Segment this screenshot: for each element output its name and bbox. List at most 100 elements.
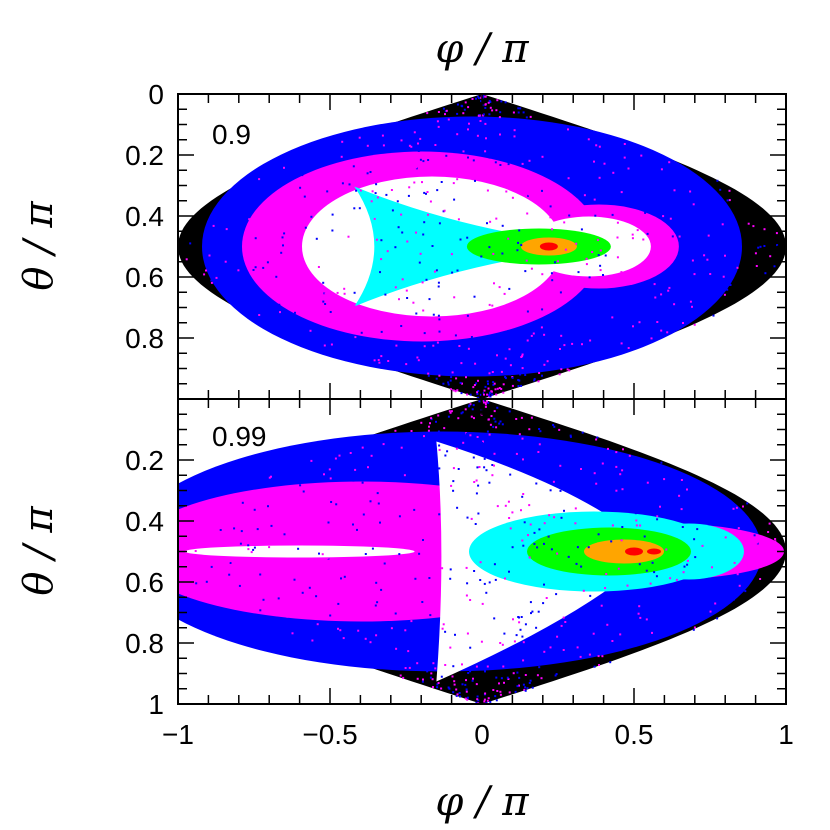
speckle [628,614,631,617]
speckle [620,191,623,194]
speckle [489,395,492,398]
speckle [431,245,434,247]
speckle [596,238,599,241]
speckle [524,689,527,692]
speckle [437,285,440,288]
speckle [412,542,415,545]
speckle [558,373,561,376]
speckle [562,649,565,651]
speckle [752,225,755,228]
speckle [383,562,386,565]
speckle [254,237,257,240]
speckle [504,101,507,104]
speckle [511,376,514,379]
speckle [509,527,512,530]
speckle [536,674,539,677]
speckle [425,278,428,281]
speckle [489,392,492,395]
speckle [467,442,470,445]
speckle [304,510,307,512]
speckle [277,597,280,600]
speckle [513,640,516,643]
speckle [499,693,502,696]
speckle [313,287,316,290]
speckle [599,249,602,252]
speckle [639,616,642,619]
speckle [529,601,532,604]
speckle [533,531,536,534]
speckle [706,258,709,261]
speckle [448,140,451,143]
speckle [486,400,488,403]
speckle [521,162,524,165]
panel-bottom: 0.20.40.60.81−1 −0.5 0 0.5 1 0.99 θ / π [16,398,794,750]
speckle [450,169,453,171]
speckle [538,528,541,531]
speckle [337,450,340,452]
speckle [732,598,735,601]
speckle [543,522,546,525]
speckle [603,348,606,350]
speckle [560,469,563,472]
speckle [432,344,435,347]
speckle [324,559,327,562]
speckle [293,578,296,581]
speckle [438,330,441,333]
speckle [639,524,642,527]
speckle [407,650,410,653]
speckle [478,400,481,403]
speckle [472,404,475,407]
speckle [485,165,488,168]
speckle [474,362,477,365]
speckle [500,370,503,373]
speckle [503,681,505,684]
speckle [299,484,302,487]
speckle [448,410,451,413]
speckle [408,666,411,669]
speckle [375,183,378,186]
speckle [723,293,726,296]
speckle [259,609,262,612]
speckle [461,117,464,120]
speckle [615,465,618,468]
speckle [380,355,383,358]
speckle [768,522,771,525]
speckle [533,379,536,382]
speckle [692,203,695,206]
speckle [716,617,719,620]
speckle [429,676,432,679]
speckle [315,628,318,631]
speckle [523,521,526,524]
speckle [453,680,456,683]
speckle [491,393,494,396]
speckle [512,672,515,675]
speckle [593,665,596,668]
speckle [320,562,323,565]
speckle [229,537,232,540]
speckle [522,683,525,686]
speckle [615,489,618,492]
speckle [379,509,382,512]
speckle [575,652,578,655]
speckle [281,312,284,314]
speckle [421,680,424,683]
speckle [543,363,546,366]
speckle [447,686,450,689]
speckle [560,334,563,337]
speckle [518,684,520,687]
speckle [597,533,600,536]
speckle [291,632,294,635]
speckle [522,111,525,114]
speckle [499,164,502,166]
speckle [521,539,524,542]
speckle [572,447,575,450]
speckle [481,602,484,605]
speckle [589,150,591,153]
speckle [620,271,623,274]
speckle [270,524,273,527]
speckle [495,426,498,429]
speckle [671,625,674,628]
speckle [415,231,417,234]
speckle [611,213,614,216]
speckle [665,548,668,551]
